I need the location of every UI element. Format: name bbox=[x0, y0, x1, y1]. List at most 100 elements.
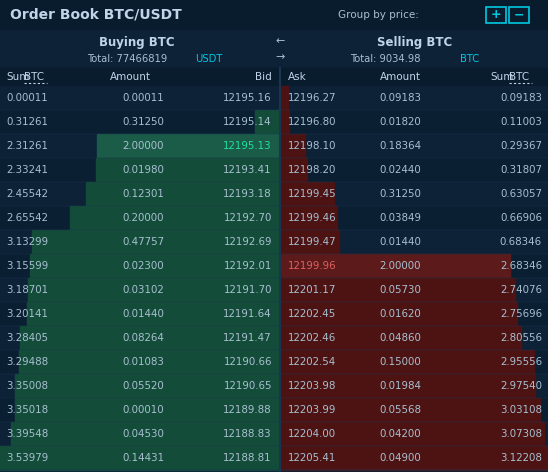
Text: 3.28405: 3.28405 bbox=[6, 333, 48, 343]
Bar bbox=[0, 446, 548, 470]
Bar bbox=[509, 7, 529, 23]
Text: Amount: Amount bbox=[110, 72, 151, 82]
Bar bbox=[70, 206, 280, 230]
Text: 3.35008: 3.35008 bbox=[6, 381, 48, 391]
Text: 0.00010: 0.00010 bbox=[122, 405, 164, 415]
Bar bbox=[280, 206, 338, 230]
Text: 12199.45: 12199.45 bbox=[288, 189, 336, 199]
Text: Order Book BTC/USDT: Order Book BTC/USDT bbox=[10, 8, 182, 22]
Bar bbox=[95, 158, 280, 182]
Bar bbox=[0, 422, 548, 446]
Text: 0.01440: 0.01440 bbox=[122, 309, 164, 319]
Text: 2.33241: 2.33241 bbox=[6, 165, 48, 175]
Text: 12195.13: 12195.13 bbox=[224, 141, 272, 151]
Text: 0.00011: 0.00011 bbox=[122, 93, 164, 103]
Text: 3.20141: 3.20141 bbox=[6, 309, 48, 319]
Text: Sum: Sum bbox=[6, 72, 30, 82]
Text: →: → bbox=[275, 52, 285, 62]
Text: 0.11003: 0.11003 bbox=[500, 117, 542, 127]
Bar bbox=[280, 182, 334, 206]
Text: 2.97540: 2.97540 bbox=[500, 381, 542, 391]
Text: 12203.99: 12203.99 bbox=[288, 405, 336, 415]
Text: 0.01440: 0.01440 bbox=[379, 237, 421, 247]
Bar bbox=[280, 230, 339, 254]
Text: 0.31261: 0.31261 bbox=[6, 117, 48, 127]
Bar bbox=[280, 110, 289, 134]
Text: 0.01980: 0.01980 bbox=[122, 165, 164, 175]
Text: 2.31261: 2.31261 bbox=[6, 141, 48, 151]
Bar bbox=[280, 278, 515, 302]
Bar bbox=[0, 446, 280, 470]
Bar bbox=[0, 68, 548, 86]
Bar bbox=[280, 86, 288, 110]
Text: 0.18364: 0.18364 bbox=[379, 141, 421, 151]
Bar bbox=[12, 422, 280, 446]
Text: 0.31250: 0.31250 bbox=[379, 189, 421, 199]
Text: 12204.00: 12204.00 bbox=[288, 429, 336, 439]
Text: 0.04900: 0.04900 bbox=[379, 453, 421, 463]
Bar bbox=[0, 230, 548, 254]
Text: Selling BTC: Selling BTC bbox=[378, 36, 453, 49]
Text: 0.02440: 0.02440 bbox=[379, 165, 421, 175]
Text: 2.68346: 2.68346 bbox=[500, 261, 542, 271]
Text: 0.04860: 0.04860 bbox=[379, 333, 421, 343]
Text: 0.01984: 0.01984 bbox=[379, 381, 421, 391]
Text: Sum: Sum bbox=[490, 72, 513, 82]
Bar bbox=[280, 158, 307, 182]
Text: Ask: Ask bbox=[288, 72, 307, 82]
Text: 12196.27: 12196.27 bbox=[288, 93, 336, 103]
Bar bbox=[280, 350, 534, 374]
Text: 12188.83: 12188.83 bbox=[224, 429, 272, 439]
Text: +: + bbox=[490, 8, 501, 22]
Text: 12188.81: 12188.81 bbox=[224, 453, 272, 463]
Bar bbox=[86, 182, 280, 206]
Text: 12202.45: 12202.45 bbox=[288, 309, 336, 319]
Bar bbox=[280, 134, 305, 158]
Text: 12189.88: 12189.88 bbox=[224, 405, 272, 415]
Bar bbox=[0, 134, 548, 158]
Bar bbox=[0, 254, 548, 278]
Bar bbox=[0, 182, 548, 206]
Text: 2.45542: 2.45542 bbox=[6, 189, 48, 199]
Text: 12190.65: 12190.65 bbox=[224, 381, 272, 391]
Bar bbox=[486, 7, 506, 23]
Text: 2.75696: 2.75696 bbox=[500, 309, 542, 319]
Text: 0.03849: 0.03849 bbox=[379, 213, 421, 223]
Text: 0.68346: 0.68346 bbox=[500, 237, 542, 247]
Text: 2.74076: 2.74076 bbox=[500, 285, 542, 295]
Bar bbox=[0, 350, 548, 374]
Text: 3.39548: 3.39548 bbox=[6, 429, 48, 439]
Text: 0.05730: 0.05730 bbox=[379, 285, 421, 295]
Text: 0.15000: 0.15000 bbox=[379, 357, 421, 367]
Text: 12199.96: 12199.96 bbox=[288, 261, 336, 271]
Text: 12201.17: 12201.17 bbox=[288, 285, 336, 295]
Text: 2.95556: 2.95556 bbox=[500, 357, 542, 367]
Text: 12191.70: 12191.70 bbox=[224, 285, 272, 295]
Text: −: − bbox=[514, 8, 524, 22]
Text: BTC: BTC bbox=[460, 53, 479, 64]
Text: 12193.41: 12193.41 bbox=[224, 165, 272, 175]
Bar bbox=[280, 254, 510, 278]
Text: 12192.69: 12192.69 bbox=[224, 237, 272, 247]
Text: 0.09183: 0.09183 bbox=[500, 93, 542, 103]
Text: 12199.47: 12199.47 bbox=[288, 237, 336, 247]
Bar bbox=[30, 254, 280, 278]
Text: 0.04530: 0.04530 bbox=[122, 429, 164, 439]
Text: 0.12301: 0.12301 bbox=[122, 189, 164, 199]
Text: ←: ← bbox=[275, 36, 285, 46]
Text: Group by price:: Group by price: bbox=[338, 10, 419, 20]
Text: 12195.14: 12195.14 bbox=[224, 117, 272, 127]
Bar bbox=[280, 302, 517, 326]
Text: 12199.46: 12199.46 bbox=[288, 213, 336, 223]
Text: 0.31807: 0.31807 bbox=[500, 165, 542, 175]
Text: 0.31250: 0.31250 bbox=[122, 117, 164, 127]
Bar bbox=[15, 398, 280, 422]
Bar bbox=[28, 278, 280, 302]
Bar bbox=[0, 0, 548, 30]
Text: 3.35018: 3.35018 bbox=[6, 405, 48, 415]
Bar bbox=[19, 350, 280, 374]
Text: 0.47757: 0.47757 bbox=[122, 237, 164, 247]
Text: 3.15599: 3.15599 bbox=[6, 261, 48, 271]
Bar bbox=[0, 158, 548, 182]
Text: 0.01620: 0.01620 bbox=[379, 309, 421, 319]
